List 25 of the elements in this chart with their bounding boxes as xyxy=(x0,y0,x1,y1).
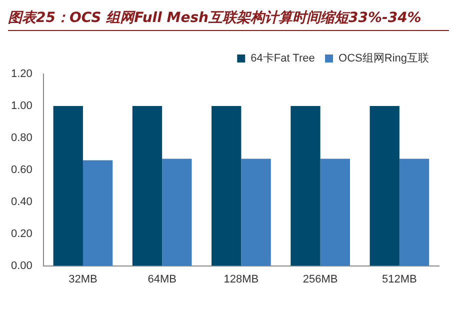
bar xyxy=(320,158,350,266)
x-tick-label: 32MB xyxy=(68,273,98,286)
y-tick-label: 0.80 xyxy=(10,132,32,144)
bar xyxy=(241,158,271,266)
bar xyxy=(132,106,162,266)
y-tick-label: 0.20 xyxy=(10,228,32,240)
bar xyxy=(370,106,400,266)
legend-label: OCS组网Ring互联 xyxy=(338,52,430,65)
bar xyxy=(290,106,320,266)
y-tick-label: 0.60 xyxy=(10,164,32,176)
chart-title: 图表25：OCS 组网Full Mesh互联架构计算时间缩短33%-34% xyxy=(8,8,449,31)
y-tick-label: 1.00 xyxy=(10,100,32,112)
bar xyxy=(82,160,113,266)
legend-label: 64卡Fat Tree xyxy=(250,52,315,65)
bar xyxy=(399,158,430,266)
y-tick-label: 1.20 xyxy=(10,68,32,80)
y-tick-label: 0.40 xyxy=(10,196,32,208)
x-tick-label: 128MB xyxy=(224,273,259,286)
x-tick-label: 512MB xyxy=(382,273,417,286)
bar xyxy=(53,106,83,266)
x-tick-label: 64MB xyxy=(148,273,176,286)
y-tick-label: 0.00 xyxy=(10,260,32,272)
bar xyxy=(162,158,192,266)
bar xyxy=(212,106,242,266)
x-tick-label: 256MB xyxy=(302,273,338,286)
